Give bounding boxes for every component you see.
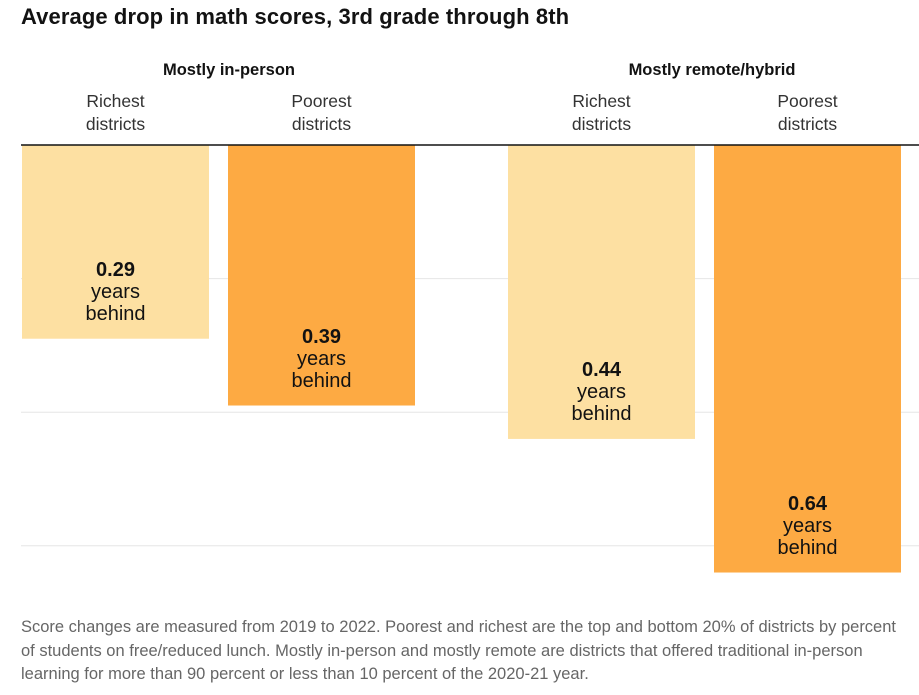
chart-title: Average drop in math scores, 3rd grade t… — [21, 4, 570, 29]
bar-value-label-in-person-richest: 0.29 years behind — [22, 259, 209, 325]
bar-chart — [21, 144, 919, 573]
bar-value: 0.29 — [96, 258, 135, 281]
bar-3 — [714, 145, 901, 573]
category-label-line: districts — [571, 114, 632, 134]
bar-unit-line: behind — [777, 536, 838, 559]
category-label-in-person-poorest: Poorest districts — [228, 90, 415, 136]
group-label-remote-hybrid: Mostly remote/hybrid — [628, 61, 796, 79]
bar-unit-line: years — [297, 347, 346, 370]
group-label-in-person: Mostly in-person — [162, 61, 295, 79]
category-label-line: districts — [777, 114, 838, 134]
bar-unit-line: years — [577, 380, 626, 403]
bar-unit-line: years — [91, 280, 140, 303]
bar-value-label-remote-poorest: 0.64 years behind — [714, 493, 901, 559]
bar-value: 0.64 — [788, 492, 827, 515]
bars — [22, 145, 901, 573]
bar-value: 0.44 — [582, 358, 621, 381]
bar-unit-line: behind — [571, 402, 632, 425]
bar-unit-line: behind — [85, 302, 146, 325]
category-label-line: districts — [291, 114, 352, 134]
category-label-line: Poorest — [291, 91, 352, 111]
bar-1 — [228, 145, 415, 406]
bar-unit-line: behind — [291, 369, 352, 392]
bar-value: 0.39 — [302, 325, 341, 348]
footnote: Score changes are measured from 2019 to … — [21, 618, 896, 683]
category-label-remote-richest: Richest districts — [508, 90, 695, 136]
category-label-line: Poorest — [777, 91, 838, 111]
bar-2 — [508, 145, 695, 439]
bar-value-label-in-person-poorest: 0.39 years behind — [228, 326, 415, 392]
category-label-line: Richest — [572, 91, 631, 111]
bar-value-label-remote-richest: 0.44 years behind — [508, 359, 695, 425]
category-label-line: Richest — [86, 91, 145, 111]
category-label-remote-poorest: Poorest districts — [714, 90, 901, 136]
bar-unit-line: years — [783, 514, 832, 537]
category-label-line: districts — [85, 114, 146, 134]
category-label-in-person-richest: Richest districts — [22, 90, 209, 136]
bar-0 — [22, 145, 209, 339]
